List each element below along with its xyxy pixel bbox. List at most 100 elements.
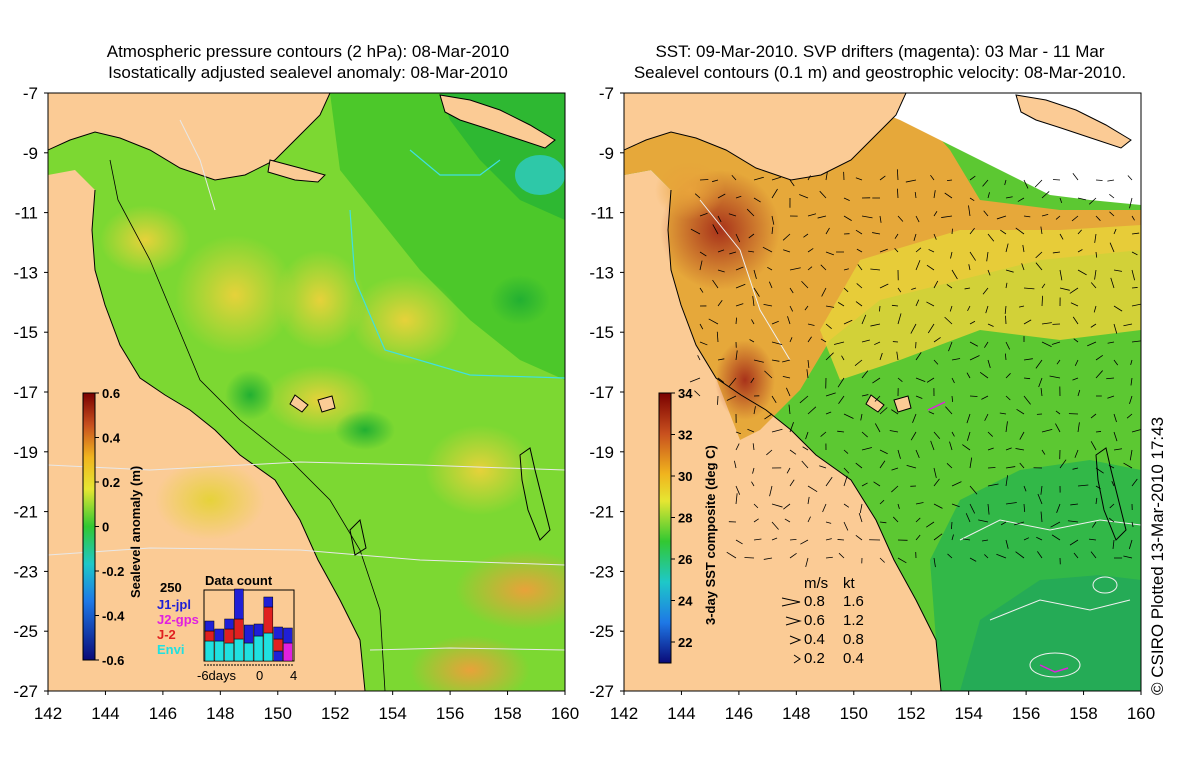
- velocity-arrow: [789, 553, 797, 559]
- right-map-yellow-band: [820, 225, 1141, 380]
- right-colorbar-bar: [658, 392, 672, 664]
- velocity-arrow: [699, 341, 708, 346]
- velocity-arrow: [820, 431, 827, 437]
- velocity-arrow: [969, 175, 976, 181]
- velocity-arrow: [1090, 551, 1097, 559]
- velocity-arrow: [969, 341, 978, 347]
- velocity-arrow: [782, 359, 791, 363]
- velocity-legend-ms: 0.4: [804, 631, 825, 648]
- velocity-arrow: [768, 281, 773, 289]
- velocity-arrow: [1014, 521, 1025, 526]
- right-map-sealevel-contour: [699, 199, 791, 361]
- velocity-arrow: [1059, 197, 1063, 203]
- velocity-arrow: [891, 467, 899, 471]
- data-count-title: Data count: [205, 573, 273, 588]
- velocity-arrow: [752, 443, 755, 451]
- velocity-arrow: [729, 251, 737, 255]
- colorbar-tick-label: 34: [678, 386, 693, 401]
- velocity-arrow: [708, 318, 719, 325]
- colorbar-tick-label: 0.6: [102, 386, 120, 401]
- y-tick-label: -27: [13, 682, 38, 701]
- velocity-arrow: [897, 188, 899, 199]
- data-count-bars: [204, 588, 293, 662]
- velocity-arrow: [855, 229, 863, 235]
- right-map-sealevel-contour: [989, 599, 1131, 621]
- velocity-arrow: [789, 287, 794, 294]
- velocity-arrow: [690, 228, 701, 235]
- velocity-arrow: [915, 352, 922, 361]
- y-tick-label: -17: [13, 383, 38, 402]
- velocity-arrow: [1038, 377, 1043, 388]
- right-map-velocity-arrows: [689, 169, 1141, 568]
- velocity-arrow: [1035, 262, 1043, 271]
- velocity-arrow: [1077, 249, 1083, 253]
- velocity-arrow: [1131, 287, 1138, 289]
- velocity-arrow: [872, 232, 881, 235]
- velocity-arrow: [1093, 305, 1097, 313]
- velocity-legend-header-ms: m/s: [804, 575, 828, 592]
- velocity-arrow: [873, 481, 881, 487]
- velocity-arrow: [946, 179, 953, 182]
- velocity-arrow: [1109, 193, 1115, 199]
- velocity-arrow: [717, 300, 723, 307]
- velocity-arrow: [789, 538, 797, 541]
- velocity-arrow: [1123, 462, 1133, 469]
- velocity-arrow: [1023, 319, 1032, 325]
- velocity-arrow: [946, 284, 953, 289]
- velocity-arrow: [913, 233, 917, 241]
- velocity-arrow: [807, 406, 817, 415]
- x-tick-label: 150: [264, 704, 292, 723]
- velocity-arrow: [726, 395, 737, 401]
- y-tick-label: -21: [589, 503, 614, 522]
- velocity-arrow: [762, 246, 773, 253]
- velocity-arrow: [879, 407, 888, 415]
- velocity-arrow: [1095, 179, 1103, 181]
- velocity-arrow: [1021, 263, 1025, 271]
- velocity-arrow: [1130, 359, 1133, 366]
- velocity-arrow: [799, 194, 809, 199]
- x-tick-label: 160: [551, 704, 579, 723]
- velocity-arrow: [764, 370, 773, 379]
- velocity-arrow: [735, 283, 746, 289]
- data-count-bar-segment: [263, 632, 274, 662]
- velocity-arrow: [763, 304, 773, 307]
- velocity-arrow: [951, 534, 954, 541]
- velocity-arrow: [861, 447, 872, 451]
- left-map-anomaly-patch: [175, 235, 295, 355]
- velocity-arrow: [1023, 537, 1030, 541]
- left-map-pressure-contour: [369, 647, 565, 651]
- velocity-arrow: [966, 413, 971, 424]
- velocity-arrow: [783, 249, 791, 253]
- velocity-arrow: [689, 377, 701, 383]
- velocity-arrow: [1129, 395, 1133, 405]
- velocity-arrow: [735, 485, 741, 495]
- data-count-bar-segment: [224, 628, 234, 644]
- velocity-arrow: [789, 449, 797, 455]
- velocity-arrow: [987, 323, 994, 327]
- velocity-arrow: [1123, 555, 1133, 559]
- velocity-arrow: [819, 190, 827, 199]
- x-tick-label: 144: [91, 704, 119, 723]
- velocity-legend-arrow: [785, 616, 802, 626]
- velocity-arrow: [746, 208, 755, 217]
- velocity-arrow: [861, 431, 868, 438]
- velocity-arrow: [951, 395, 954, 402]
- velocity-arrow: [735, 195, 742, 199]
- left-map-island: [519, 447, 551, 541]
- velocity-arrow: [981, 539, 989, 542]
- velocity-arrow: [933, 533, 943, 541]
- y-tick-label: -21: [13, 503, 38, 522]
- x-tick-label: 160: [1127, 704, 1155, 723]
- velocity-arrow: [735, 350, 738, 361]
- velocity-arrow: [915, 377, 926, 382]
- velocity-arrow: [1123, 323, 1133, 327]
- velocity-arrow: [985, 305, 989, 314]
- velocity-arrow: [894, 233, 899, 239]
- velocity-arrow: [747, 428, 755, 433]
- velocity-arrow: [1095, 485, 1101, 490]
- velocity-arrow: [819, 465, 827, 469]
- velocity-arrow: [968, 264, 971, 271]
- data-count-legend-item: J1-jpl: [157, 597, 191, 612]
- velocity-arrow: [731, 174, 737, 181]
